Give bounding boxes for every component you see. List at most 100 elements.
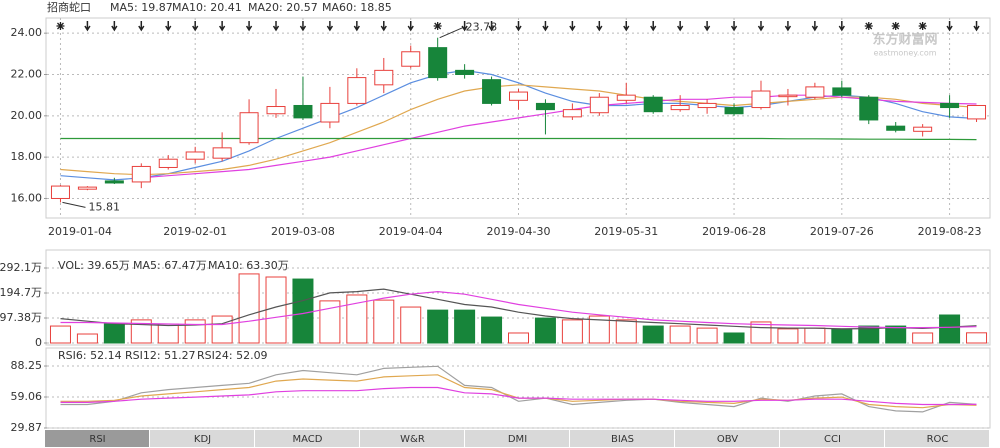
tab[interactable] [255, 430, 359, 447]
volume-bar [130, 319, 152, 344]
volume-bar [76, 333, 98, 344]
signal-arrow [380, 21, 387, 32]
y-tick-label: 0 [35, 336, 42, 349]
candle-body [266, 106, 286, 115]
signal-arrow [488, 21, 495, 32]
y-tick-label: 18.00 [11, 150, 43, 163]
y-tick-label: 16.00 [11, 191, 43, 204]
volume-bar [427, 309, 449, 344]
signal-arrow [757, 21, 765, 32]
legend-entry: MA5: 67.47万 [133, 259, 207, 272]
tab-label[interactable]: CCI [824, 434, 841, 445]
line-series [60, 365, 977, 413]
annotation-arrow [439, 27, 463, 39]
tab-label[interactable]: DMI [508, 434, 527, 445]
volume-bar [373, 299, 395, 344]
volume-bar [400, 306, 422, 344]
tab[interactable] [360, 430, 464, 447]
signal-arrow [272, 21, 280, 32]
signal-arrow [192, 21, 199, 32]
signal-arrow [677, 21, 684, 32]
tab-label[interactable]: MACD [293, 434, 323, 445]
annotation: 15.81 [88, 200, 120, 213]
y-tick-label: 20.00 [11, 109, 43, 122]
candle-body [104, 180, 124, 184]
signal-arrow [245, 21, 253, 32]
volume-bar [885, 325, 907, 344]
candle-body [832, 87, 852, 96]
volume-bar [723, 332, 745, 344]
volume-bar [184, 319, 206, 344]
legend-entry: RSI12: 51.27 [125, 349, 196, 362]
candle-body [670, 104, 690, 111]
volume-bar [831, 328, 853, 344]
legend-entry: RSI24: 52.09 [197, 349, 268, 362]
tab[interactable] [780, 430, 884, 447]
x-tick-label: 2019-02-01 [163, 225, 227, 238]
signal-arrow [703, 21, 711, 32]
tab[interactable] [885, 430, 989, 447]
y-tick-label: 194.7万 [0, 286, 42, 299]
legend-entry: RSI6: 52.14 [58, 349, 122, 362]
volume-bar [534, 317, 556, 344]
signal-star [864, 22, 873, 30]
candle-body [643, 96, 663, 113]
candle-body [805, 86, 825, 98]
stock-name: 招商蛇口 [47, 0, 91, 14]
candle-body [967, 104, 987, 120]
line-series [60, 84, 977, 176]
volume-bar [669, 325, 691, 344]
tab-label[interactable]: OBV [717, 434, 738, 445]
candle-body [589, 96, 609, 114]
volume-bar [211, 315, 233, 344]
legend-entry: MA20: 20.57 [248, 1, 318, 14]
volume-bar [508, 332, 529, 344]
tab[interactable] [465, 430, 569, 447]
y-tick-label: 59.06 [11, 390, 43, 403]
tab[interactable] [570, 430, 674, 447]
candle-body [131, 165, 151, 183]
tab-label[interactable]: RSI [89, 434, 105, 445]
signal-arrow [299, 21, 307, 32]
signal-arrow [353, 21, 360, 32]
tab-label[interactable]: ROC [927, 434, 949, 445]
tab-label[interactable]: KDJ [194, 434, 211, 445]
signal-arrow [784, 21, 792, 32]
candle-body [77, 186, 97, 190]
y-tick-label: 22.00 [11, 67, 43, 80]
signal-arrow [84, 21, 91, 32]
signal-star [891, 22, 900, 30]
volume-bar [319, 300, 341, 344]
line-series [141, 94, 977, 179]
signal-arrow [165, 21, 172, 32]
candle-body [50, 185, 70, 199]
legend-entry: MA5: 19.87 [110, 1, 173, 14]
candle-body [239, 112, 259, 144]
signal-star [56, 22, 65, 30]
volume-bar [346, 294, 368, 344]
signal-arrow [542, 21, 549, 32]
candle-body [509, 91, 528, 101]
tab[interactable] [150, 430, 254, 447]
tab[interactable] [45, 430, 149, 447]
annotation-arrow [62, 201, 86, 208]
legend-entry: VOL: 39.65万 [58, 259, 130, 272]
candle-body [616, 94, 636, 101]
volume-bar [966, 332, 988, 344]
tab[interactable] [675, 430, 779, 447]
signal-arrow [650, 21, 657, 32]
signal-arrow [111, 21, 118, 32]
watermark-url: eastmoney.com [873, 49, 936, 58]
y-tick-label: 29.87 [11, 421, 43, 434]
volume-bar [157, 323, 179, 344]
tab-label[interactable]: BIAS [611, 434, 634, 445]
tab-label[interactable]: W&R [400, 434, 425, 445]
candle-body [940, 102, 960, 109]
x-tick-label: 2019-05-31 [594, 225, 658, 238]
candle-body [482, 79, 502, 104]
line-series [60, 374, 977, 409]
volume-frame [45, 249, 991, 346]
x-tick-label: 2019-01-04 [48, 225, 112, 238]
x-tick-label: 2019-03-08 [271, 225, 335, 238]
